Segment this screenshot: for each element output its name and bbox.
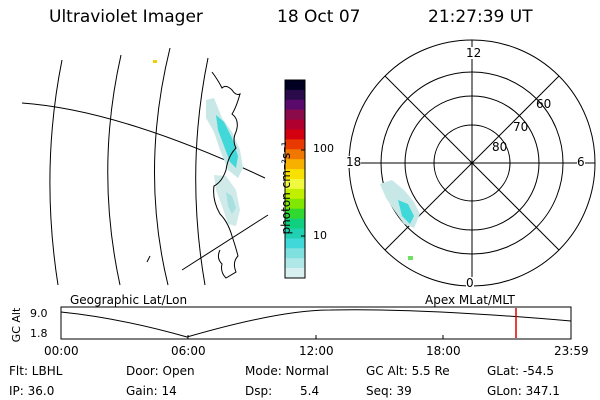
- geographic-label: Geographic Lat/Lon: [70, 293, 188, 307]
- colorbar-band: [285, 258, 305, 269]
- altitude-curve: [60, 309, 572, 338]
- alt-plot-ylabel: GC Alt: [10, 307, 23, 343]
- alt-ytick: 1.8: [30, 327, 48, 340]
- ip-info: IP: 36.0: [9, 384, 55, 398]
- colorbar-band: [285, 218, 305, 229]
- latitude-line: [181, 214, 269, 271]
- date-label: 18 Oct 07: [277, 7, 361, 27]
- meridian-line: [107, 54, 122, 286]
- colorbar-band: [285, 149, 305, 160]
- alt-xtick: 06:00: [171, 344, 206, 358]
- colorbar-band: [285, 159, 305, 170]
- mlt-label-12: 12: [466, 46, 482, 60]
- instrument-title: Ultraviolet Imager: [49, 7, 203, 27]
- glat-info: GLat: -54.5: [487, 364, 554, 378]
- colorbar-band: [285, 208, 305, 220]
- mlat-label-70: 70: [513, 120, 529, 134]
- colorbar-band: [285, 99, 305, 111]
- alt-xtick: 18:00: [426, 344, 461, 358]
- mlat-label-60: 60: [536, 97, 552, 111]
- colorbar-band: [285, 188, 305, 200]
- aurora-emission: [206, 98, 243, 226]
- colorbar-band: [285, 139, 305, 150]
- dsp-value: 5.4: [300, 384, 320, 398]
- gc-alt-info: GC Alt: 5.5 Re: [366, 364, 450, 378]
- dsp-label: Dsp:: [245, 384, 273, 398]
- alt-xtick: 00:00: [44, 344, 79, 358]
- colorbar-band: [285, 228, 305, 239]
- coastline: [211, 71, 241, 279]
- apex-label: Apex MLat/MLT: [425, 293, 515, 307]
- gain-info: Gain: 14: [126, 384, 177, 398]
- colorbar-band: [285, 198, 305, 210]
- colorbar-band: [285, 89, 305, 101]
- door-info: Door: Open: [126, 364, 195, 378]
- colorbar-band: [285, 119, 305, 130]
- meridian-line: [49, 59, 63, 286]
- alt-ytick: 9.0: [30, 307, 48, 320]
- colorbar-band: [285, 169, 305, 180]
- emission-spot: [153, 60, 157, 63]
- colorbar-tick-label: 10: [313, 229, 327, 242]
- time-label: 21:27:39 UT: [428, 7, 533, 27]
- mlt-label-0: 0: [466, 276, 474, 290]
- aurora-emission-polar: [380, 180, 420, 260]
- seq-info: Seq: 39: [366, 384, 412, 398]
- colorbar-band: [285, 129, 305, 140]
- colorbar-band: [285, 248, 305, 259]
- mlt-label-18: 18: [346, 155, 362, 169]
- glon-info: GLon: 347.1: [487, 384, 560, 398]
- coastline: [146, 255, 151, 263]
- mode-info: Mode: Normal: [245, 364, 329, 378]
- meridian-line: [154, 47, 171, 286]
- meridian-line: [195, 57, 209, 286]
- colorbar-band: [285, 238, 305, 249]
- colorbar-band: [285, 179, 305, 190]
- colorbar-band: [285, 268, 305, 279]
- colorbar-band: [285, 109, 305, 121]
- colorbar-band: [285, 80, 305, 91]
- alt-xtick: 23:59: [554, 344, 589, 358]
- mlt-label-6: 6: [577, 155, 585, 169]
- filter-info: Flt: LBHL: [9, 364, 63, 378]
- mlat-label-80: 80: [492, 140, 508, 154]
- alt-xtick: 12:00: [299, 344, 334, 358]
- colorbar-tick-label: 100: [313, 142, 334, 155]
